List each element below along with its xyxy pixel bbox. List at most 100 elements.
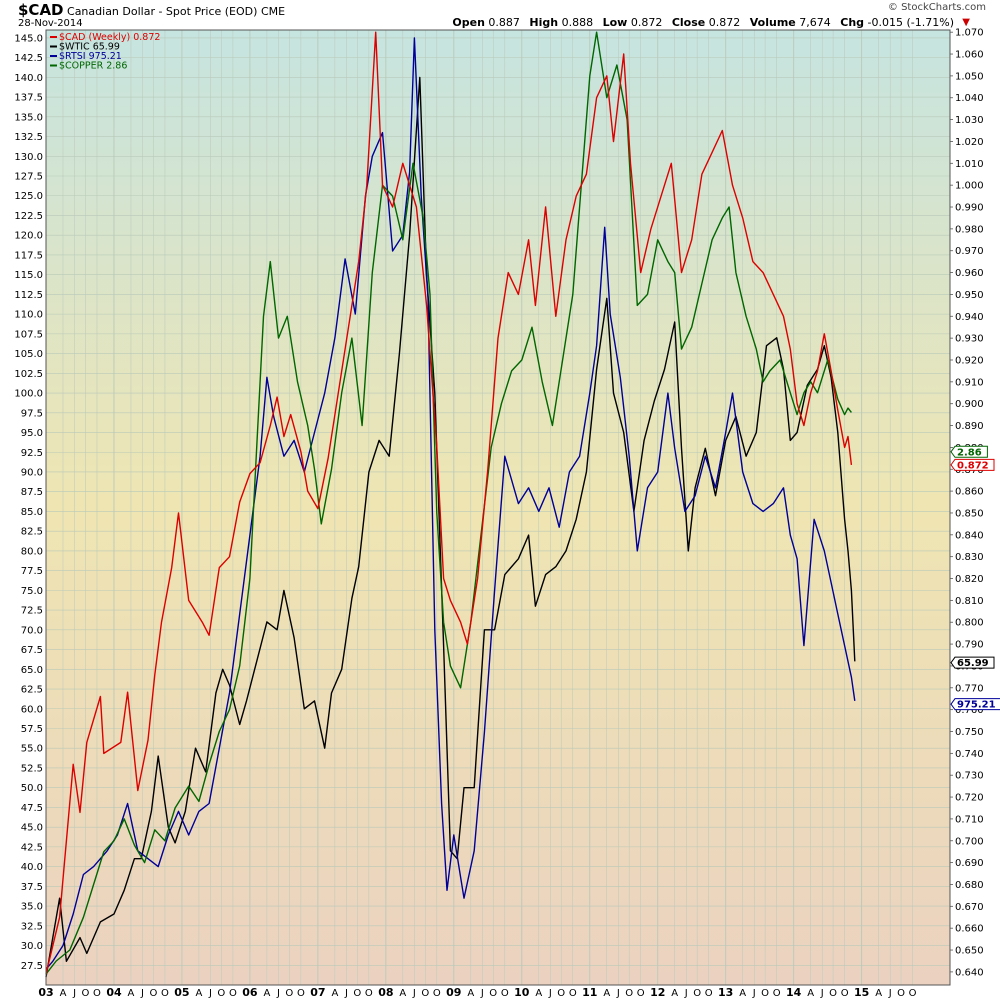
- x-tick-label: 07: [310, 986, 325, 999]
- x-tick-label: J: [276, 988, 280, 999]
- right-tick-label: 0.710: [955, 814, 984, 825]
- right-tick-label: 0.720: [955, 793, 984, 804]
- x-tick-label: A: [196, 988, 203, 999]
- right-tick-label: 0.900: [955, 399, 984, 410]
- right-tick-label: 1.010: [955, 159, 984, 170]
- left-tick-label: 125.0: [14, 191, 43, 202]
- left-tick-label: 122.5: [14, 211, 43, 222]
- x-tick-label: O: [149, 988, 157, 999]
- x-tick-label: J: [684, 988, 688, 999]
- x-tick-label: A: [603, 988, 610, 999]
- right-tick-label: 1.040: [955, 93, 984, 104]
- left-tick-label: 37.5: [21, 882, 43, 893]
- x-tick-label: A: [875, 988, 882, 999]
- left-tick-label: 72.5: [21, 606, 43, 617]
- right-tick-label: 0.810: [955, 596, 984, 607]
- right-tick-label: 0.940: [955, 312, 984, 323]
- end-label-copper: 2.86: [957, 447, 982, 458]
- x-tick-label: 05: [174, 986, 189, 999]
- x-tick-label: O: [297, 988, 305, 999]
- left-tick-label: 32.5: [21, 921, 43, 932]
- x-tick-label: O: [829, 988, 837, 999]
- legend-entry-rtsi: $RTSI 975.21: [59, 51, 122, 62]
- right-tick-label: 0.990: [955, 203, 984, 214]
- end-label-box-copper: [950, 445, 988, 458]
- left-tick-label: 127.5: [14, 172, 43, 183]
- right-tick-label: 0.660: [955, 924, 984, 935]
- left-tick-label: 80.0: [21, 546, 43, 557]
- x-tick-label: O: [421, 988, 429, 999]
- left-tick-label: 42.5: [21, 842, 43, 853]
- left-tick-label: 40.0: [21, 862, 43, 873]
- x-tick-label: 14: [786, 986, 802, 999]
- x-tick-label: O: [897, 988, 905, 999]
- down-arrow-icon: ▼: [962, 17, 970, 28]
- series-line-wtic: [45, 76, 856, 978]
- right-tick-label: 0.850: [955, 508, 984, 519]
- x-tick-label: O: [285, 988, 293, 999]
- x-tick-label: 15: [854, 986, 869, 999]
- x-tick-label: 06: [242, 986, 258, 999]
- x-tick-label: 11: [582, 986, 597, 999]
- left-tick-label: 70.0: [21, 625, 43, 636]
- x-tick-label: A: [128, 988, 135, 999]
- left-tick-label: 82.5: [21, 527, 43, 538]
- x-tick-label: A: [263, 988, 270, 999]
- legend: $CAD (Weekly) 0.872$WTIC 65.99$RTSI 975.…: [50, 32, 160, 72]
- left-tick-label: 92.5: [21, 448, 43, 459]
- right-tick-label: 0.760: [955, 705, 984, 716]
- right-tick-label: 0.980: [955, 224, 984, 235]
- x-tick-label: O: [501, 988, 509, 999]
- series-line-copper: [45, 31, 852, 975]
- chg-value: -0.015 (-1.71%): [867, 16, 954, 29]
- left-tick-label: 102.5: [14, 369, 43, 380]
- x-tick-label: O: [625, 988, 633, 999]
- x-tick-label: O: [773, 988, 781, 999]
- x-tick-label: O: [909, 988, 917, 999]
- right-tick-label: 0.830: [955, 552, 984, 563]
- x-tick-label: J: [888, 988, 892, 999]
- left-tick-label: 120.0: [14, 231, 43, 242]
- x-tick-label: A: [739, 988, 746, 999]
- left-tick-label: 90.0: [21, 467, 43, 478]
- x-tick-label: 12: [650, 986, 665, 999]
- right-tick-label: 0.790: [955, 640, 984, 651]
- left-tick-label: 60.0: [21, 704, 43, 715]
- chart-date: 28-Nov-2014: [18, 18, 83, 29]
- left-tick-label: 27.5: [21, 961, 43, 972]
- low-value: 0.872: [630, 16, 663, 29]
- symbol-description: Canadian Dollar - Spot Price (EOD): [67, 5, 258, 18]
- right-tick-label: 0.650: [955, 946, 984, 957]
- plot-background: [46, 30, 950, 985]
- right-tick-label: 0.770: [955, 683, 984, 694]
- left-tick-label: 47.5: [21, 803, 43, 814]
- left-tick-label: 105.0: [14, 349, 43, 360]
- right-axis: 1.070 1.060 1.050 1.040 1.030 1.020 1.010 1.000…: [950, 28, 984, 978]
- left-tick-label: 57.5: [21, 724, 43, 735]
- right-tick-label: 0.730: [955, 771, 984, 782]
- right-tick-label: 0.700: [955, 836, 984, 847]
- x-tick-label: 09: [446, 986, 461, 999]
- right-tick-label: 1.000: [955, 181, 984, 192]
- x-tick-label: O: [93, 988, 101, 999]
- x-tick-label: A: [535, 988, 542, 999]
- open-label: Open: [452, 16, 485, 29]
- x-axis: 03 A J O O 04 A J O O 05 A J O O 06 A J O O 07 A J O O 08 A J O O 09 A J…: [38, 986, 916, 999]
- series-line-rtsi: [45, 37, 856, 970]
- end-label-rtsi: 975.21: [957, 700, 996, 711]
- x-tick-label: O: [841, 988, 849, 999]
- left-tick-label: 132.5: [14, 132, 43, 143]
- plot-frame: [45, 29, 951, 986]
- x-tick-label: 04: [106, 986, 122, 999]
- x-tick-label: J: [412, 988, 416, 999]
- right-tick-label: 0.820: [955, 574, 984, 585]
- x-tick-label: 13: [718, 986, 733, 999]
- close-value: 0.872: [708, 16, 741, 29]
- copyright: © StockCharts.com: [887, 2, 986, 13]
- left-tick-label: 112.5: [14, 290, 43, 301]
- right-tick-label: 0.840: [955, 530, 984, 541]
- legend-entry-copper: $COPPER 2.86: [59, 61, 127, 72]
- right-tick-label: 0.670: [955, 902, 984, 913]
- x-tick-label: O: [637, 988, 645, 999]
- high-value: 0.888: [561, 16, 594, 29]
